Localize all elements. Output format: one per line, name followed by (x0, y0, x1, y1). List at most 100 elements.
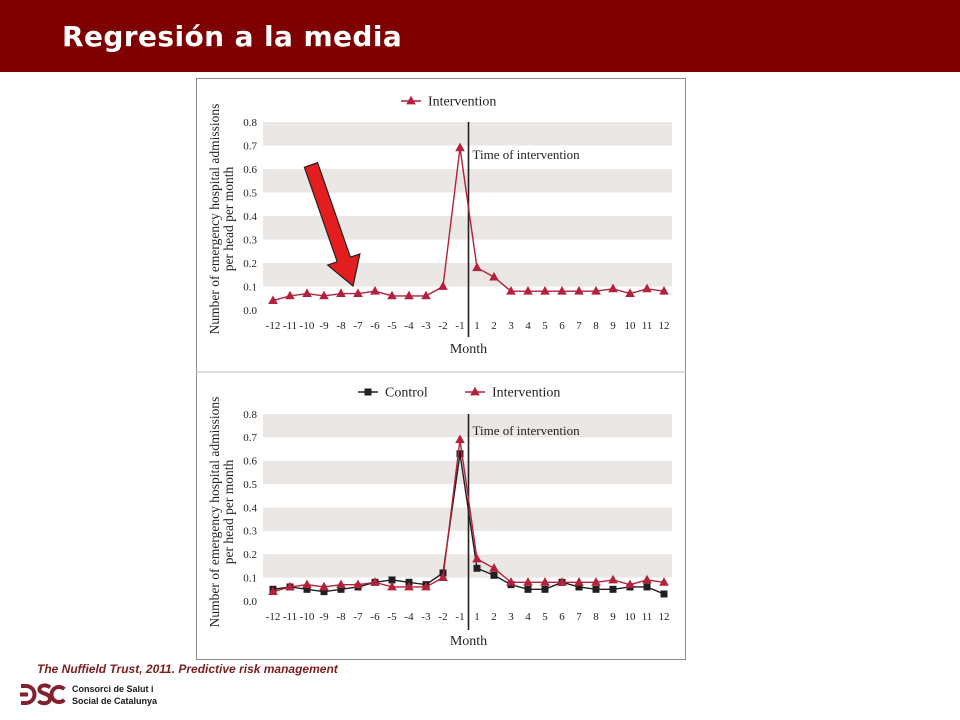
x-tick-label: 1 (474, 611, 480, 623)
legend-label: Control (385, 386, 428, 401)
x-axis-title: Month (450, 342, 487, 357)
grid-band (263, 263, 672, 287)
x-axis-title: Month (450, 634, 487, 649)
x-tick-label: -3 (421, 320, 431, 332)
y-tick-label: 0.8 (243, 117, 257, 129)
y-tick-label: 0.1 (243, 572, 257, 584)
x-tick-label: -4 (404, 320, 414, 332)
y-tick-label: 0.2 (243, 549, 257, 561)
data-point-control (473, 564, 481, 572)
grid-band (263, 414, 672, 438)
grid-bands (263, 122, 672, 287)
data-point-intervention (370, 577, 380, 586)
y-tick-label: 0.6 (243, 456, 257, 468)
y-tick-label: 0.1 (243, 281, 257, 293)
data-point-control (320, 588, 328, 596)
data-point-intervention (302, 579, 312, 589)
y-tick-label: 0.5 (243, 187, 257, 199)
y-axis-title: Number of emergency hospital admissions (207, 104, 222, 335)
grid-band (263, 554, 672, 578)
y-tick-label: 0.0 (243, 305, 257, 317)
logo-text-line2: Social de Catalunya (72, 696, 158, 706)
x-tick-label: -6 (370, 320, 380, 332)
x-tick-label: 7 (576, 320, 582, 332)
data-point-intervention (421, 290, 431, 300)
x-tick-label: 10 (625, 320, 637, 332)
x-tick-label: -1 (455, 320, 464, 332)
legend-item-intervention: Intervention (465, 386, 560, 401)
x-tick-label: 6 (559, 320, 565, 332)
y-tick-label: 0.3 (243, 526, 257, 538)
data-point-control (524, 585, 532, 593)
legend-label: Intervention (428, 95, 496, 110)
data-point-intervention (438, 572, 448, 582)
x-tick-label: 12 (659, 320, 670, 332)
data-point-intervention (336, 579, 346, 589)
series-intervention (268, 142, 669, 304)
x-tick-label: -4 (404, 611, 414, 623)
data-point-intervention (642, 283, 652, 293)
data-point-intervention (557, 286, 567, 295)
x-tick-label: 11 (642, 611, 653, 623)
data-point-intervention (268, 586, 278, 596)
x-tick-label: 8 (593, 320, 599, 332)
x-tick-label: -1 (455, 611, 464, 623)
figure-svg: 0.00.10.20.30.40.50.60.70.8-12 -11 -10 -9 -8… (196, 95, 686, 649)
x-tick-label: 10 (625, 611, 637, 623)
chart-top: 0.00.10.20.30.40.50.60.70.8-12 -11 -10 -9 -8… (207, 95, 672, 357)
x-tick-label: -6 (370, 611, 380, 623)
y-axis-title: per head per month (221, 166, 236, 271)
data-point-intervention (506, 286, 516, 295)
data-point-intervention (455, 142, 465, 152)
data-point-control (592, 585, 600, 593)
data-point-intervention (319, 581, 329, 591)
logo-glyph-2 (37, 683, 53, 706)
data-point-intervention (302, 288, 312, 297)
data-point-control (456, 450, 464, 458)
data-point-intervention (574, 577, 584, 586)
data-point-intervention (591, 577, 601, 586)
organization-logo (20, 683, 66, 706)
data-point-intervention (489, 271, 499, 281)
data-point-control (643, 583, 651, 591)
chart-bottom: 0.00.10.20.30.40.50.60.70.8-12 -11 -10 -9 -8… (207, 386, 672, 649)
y-tick-label: 0.3 (243, 234, 257, 246)
data-point-intervention (455, 434, 465, 444)
slide-header: Regresión a la media (0, 0, 960, 72)
y-axis-title: Number of emergency hospital admissions (207, 397, 222, 628)
y-tick-label: 0.5 (243, 479, 257, 491)
data-point-intervention (438, 281, 448, 290)
data-point-intervention (557, 577, 567, 586)
grid-band (263, 507, 672, 531)
logo-text-line1: Consorci de Salut i (72, 684, 154, 694)
data-point-intervention (540, 577, 550, 586)
y-tick-label: 0.4 (243, 211, 257, 223)
data-point-intervention (285, 581, 295, 591)
data-point-intervention (404, 290, 414, 300)
x-tick-label: -7 (353, 320, 363, 332)
data-point-intervention (319, 290, 329, 300)
legend-marker-triangle (406, 95, 416, 105)
data-point-intervention (523, 286, 533, 295)
data-point-intervention (591, 286, 601, 295)
x-tick-label: -8 (336, 320, 346, 332)
x-tick-label: -7 (353, 611, 363, 623)
data-point-intervention (574, 286, 584, 295)
x-tick-label: 4 (525, 320, 531, 332)
legend-item-control: Control (358, 386, 428, 401)
x-tick-label: 3 (508, 320, 514, 332)
data-point-intervention (268, 295, 278, 304)
red-arrow-annotation (303, 161, 361, 288)
data-point-intervention (404, 581, 414, 591)
data-point-intervention (353, 579, 363, 589)
legend-item-intervention: Intervention (401, 95, 496, 110)
legend-label: Intervention (492, 386, 560, 401)
grid-bands (263, 414, 672, 578)
data-point-intervention (353, 288, 363, 297)
x-tick-label: 9 (610, 320, 616, 332)
x-tick-label: 7 (576, 611, 582, 623)
x-tick-label: 3 (508, 611, 514, 623)
data-point-intervention (523, 577, 533, 586)
data-point-intervention (336, 288, 346, 297)
y-tick-label: 0.7 (243, 432, 257, 444)
